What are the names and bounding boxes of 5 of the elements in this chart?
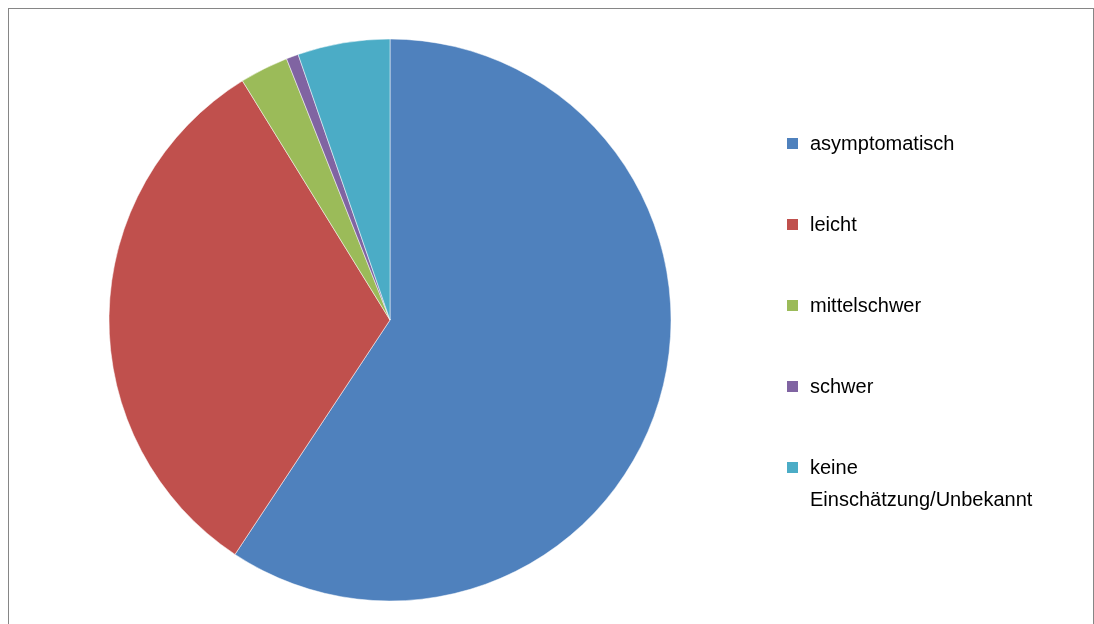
legend-label: keine Einschätzung/Unbekannt [810, 456, 1033, 511]
legend-label: leicht [810, 213, 858, 236]
legend-label: asymptomatisch [810, 132, 955, 155]
legend-label: schwer [810, 375, 874, 398]
legend-label: mittelschwer [810, 294, 922, 317]
